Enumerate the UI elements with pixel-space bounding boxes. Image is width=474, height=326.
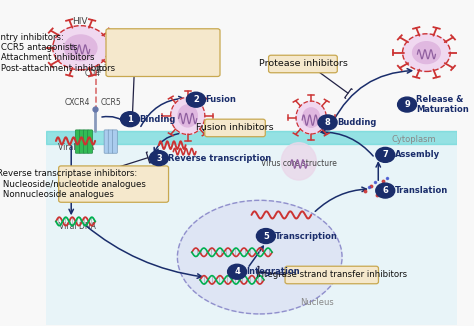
FancyBboxPatch shape: [108, 130, 113, 153]
Circle shape: [412, 42, 440, 64]
Bar: [46, 130, 457, 325]
Bar: [46, 130, 457, 143]
Circle shape: [120, 112, 139, 126]
Text: Cytoplasm: Cytoplasm: [392, 135, 437, 144]
Text: Release &
Maturation: Release & Maturation: [416, 95, 469, 114]
Text: 6: 6: [383, 186, 388, 195]
Ellipse shape: [177, 200, 342, 314]
Text: Binding: Binding: [139, 115, 176, 124]
Text: 8: 8: [325, 118, 330, 127]
FancyBboxPatch shape: [88, 130, 92, 153]
Text: Budding: Budding: [337, 118, 376, 127]
Text: 5: 5: [263, 231, 269, 241]
Circle shape: [318, 115, 337, 130]
Circle shape: [149, 151, 168, 166]
Circle shape: [256, 229, 275, 244]
Text: Integrase strand transfer inhibitors: Integrase strand transfer inhibitors: [256, 271, 407, 279]
FancyBboxPatch shape: [112, 130, 117, 153]
Circle shape: [376, 183, 395, 198]
FancyBboxPatch shape: [104, 130, 109, 153]
FancyBboxPatch shape: [75, 130, 80, 153]
Text: 2: 2: [193, 95, 199, 104]
Text: Nucleus: Nucleus: [301, 298, 334, 307]
Ellipse shape: [282, 143, 316, 180]
FancyBboxPatch shape: [80, 130, 84, 153]
FancyBboxPatch shape: [83, 130, 89, 153]
Text: Protease inhibitors: Protease inhibitors: [258, 59, 347, 68]
Text: HIV: HIV: [72, 17, 87, 26]
Ellipse shape: [303, 108, 319, 127]
Circle shape: [228, 264, 246, 279]
Text: Fusion inhibitors: Fusion inhibitors: [196, 124, 274, 132]
Text: CCR5: CCR5: [100, 98, 121, 108]
Text: Integration: Integration: [246, 267, 300, 276]
Circle shape: [398, 97, 417, 112]
Ellipse shape: [296, 101, 326, 134]
Text: 7: 7: [383, 150, 388, 159]
Text: 9: 9: [404, 100, 410, 109]
Text: Reverse transcriptase inhibitors:
- Nucleoside/nucleotide analogues
- Nonnucleos: Reverse transcriptase inhibitors: - Nucl…: [0, 169, 146, 199]
Circle shape: [186, 92, 205, 107]
Circle shape: [402, 34, 450, 71]
Text: CD4: CD4: [84, 69, 100, 78]
Circle shape: [64, 35, 97, 61]
Text: Fusion: Fusion: [205, 95, 236, 104]
Text: Assembly: Assembly: [395, 150, 440, 159]
FancyBboxPatch shape: [269, 55, 337, 73]
Circle shape: [53, 26, 109, 70]
FancyBboxPatch shape: [106, 29, 220, 77]
Text: CXCR4: CXCR4: [65, 98, 91, 108]
Text: Virus core structure: Virus core structure: [261, 159, 337, 169]
Text: 3: 3: [156, 154, 162, 163]
Text: Translation: Translation: [395, 186, 448, 195]
Text: 4: 4: [234, 267, 240, 276]
Text: Viral DNA: Viral DNA: [59, 222, 96, 231]
Text: Viral RNA: Viral RNA: [58, 143, 95, 152]
FancyBboxPatch shape: [205, 119, 265, 137]
FancyBboxPatch shape: [285, 266, 378, 284]
Ellipse shape: [178, 105, 197, 127]
Text: 1: 1: [127, 115, 133, 124]
Circle shape: [376, 147, 395, 162]
Ellipse shape: [171, 97, 205, 135]
FancyBboxPatch shape: [59, 166, 169, 202]
Text: Reverse transcription: Reverse transcription: [168, 154, 272, 163]
Text: Transcription: Transcription: [275, 231, 338, 241]
Text: gp120: gp120: [94, 64, 118, 73]
Text: Entry inhibitors:
- CCR5 antagonists
- Attachment inhibitors
- Post-attachment i: Entry inhibitors: - CCR5 antagonists - A…: [0, 33, 115, 73]
